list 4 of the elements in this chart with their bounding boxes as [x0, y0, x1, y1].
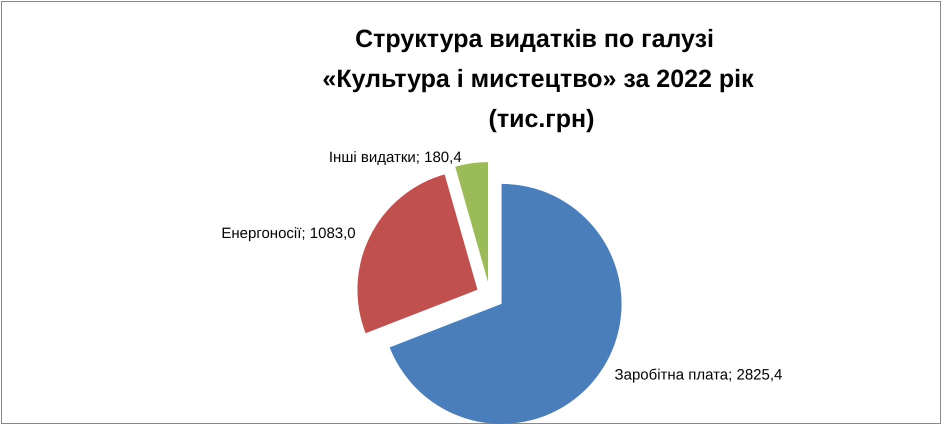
slice-label: Заробітна плата; 2825,4 [614, 366, 782, 384]
slice-label: Енергоносії; 1083,0 [221, 225, 356, 242]
chart-title: Структура видатків по галузі «Культура і мистецтво» за 2022 рік (тис.грн) [322, 25, 754, 133]
slice-label: Інші видатки; 180,4 [328, 148, 462, 166]
